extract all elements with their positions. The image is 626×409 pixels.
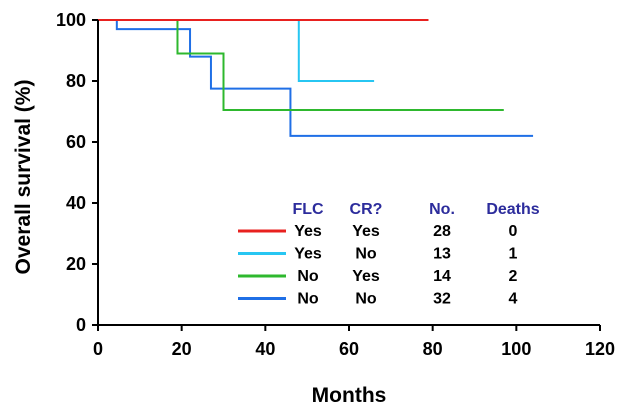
survival-curve (98, 19, 534, 137)
y-tick-label: 80 (66, 71, 86, 91)
legend-cell: Yes (352, 223, 380, 240)
axes (97, 20, 600, 326)
x-tick-label: 120 (585, 339, 615, 359)
x-tick-label: 20 (172, 339, 192, 359)
y-axis-title: Overall survival (%) (12, 80, 35, 275)
legend-cell: Yes (294, 246, 322, 263)
legend-cell: No (355, 291, 377, 308)
legend-cell: 28 (433, 223, 451, 240)
plot-lines (98, 19, 534, 137)
legend-cell: 13 (433, 246, 451, 263)
legend-cell: 4 (509, 291, 518, 308)
x-tick-label: 40 (255, 339, 275, 359)
legend-cell: 2 (509, 268, 518, 285)
x-tick-label: 0 (93, 339, 103, 359)
legend-cell: 1 (509, 246, 518, 263)
x-tick-label: 60 (339, 339, 359, 359)
legend: FLC CR? No. Deaths Yes Yes 28 0 Yes No 13 1 No Yes 14 2… (238, 201, 540, 308)
y-tick-label: 100 (56, 10, 86, 30)
survival-curve (98, 19, 504, 111)
legend-cell: 0 (509, 223, 518, 240)
y-tick-label: 40 (66, 193, 86, 213)
y-tick-label: 60 (66, 132, 86, 152)
x-tick-label: 100 (501, 339, 531, 359)
x-ticks: 0 20 40 60 80 100 120 (93, 325, 615, 359)
x-axis-title: Months (312, 384, 387, 407)
legend-cell: Yes (352, 268, 380, 285)
legend-cell: No (297, 291, 319, 308)
legend-header: No. (429, 201, 455, 218)
y-tick-label: 20 (66, 254, 86, 274)
legend-cell: 14 (433, 268, 451, 285)
legend-cell: Yes (294, 223, 322, 240)
x-tick-label: 80 (423, 339, 443, 359)
legend-cell: No (355, 246, 377, 263)
legend-cell: No (297, 268, 319, 285)
legend-header: CR? (350, 201, 383, 218)
y-ticks: 0 20 40 60 80 100 (56, 10, 98, 335)
legend-cell: 32 (433, 291, 451, 308)
legend-header: FLC (292, 201, 324, 218)
legend-header: Deaths (486, 201, 539, 218)
y-tick-label: 0 (76, 315, 86, 335)
